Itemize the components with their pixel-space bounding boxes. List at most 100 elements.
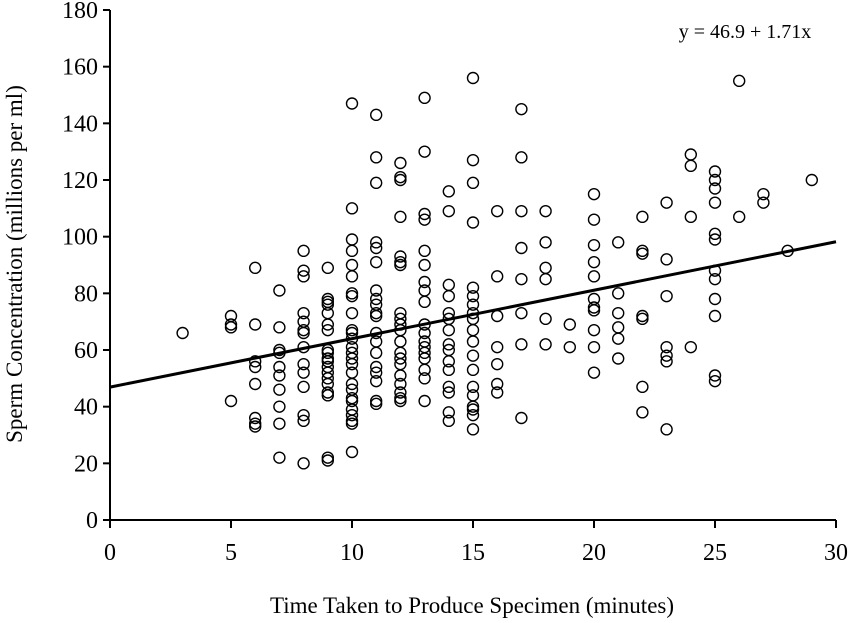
data-point xyxy=(805,173,818,187)
data-point xyxy=(466,389,480,402)
data-point xyxy=(757,196,770,209)
data-point xyxy=(345,394,359,408)
data-point xyxy=(418,244,431,258)
data-point xyxy=(418,275,431,289)
data-point xyxy=(515,151,528,164)
data-point xyxy=(491,270,504,283)
data-point xyxy=(708,196,722,209)
data-point xyxy=(345,306,359,320)
ticks-layer: 0 20 40 60 80 100 120 140 160 180 0 5 10 15 20 25 30 xyxy=(62,0,848,566)
data-point xyxy=(491,377,504,391)
data-point xyxy=(466,335,480,348)
data-point xyxy=(370,360,383,374)
data-point xyxy=(491,204,504,218)
data-point xyxy=(636,244,649,258)
data-point xyxy=(684,340,697,354)
data-point xyxy=(370,292,383,306)
data-point xyxy=(418,145,431,158)
data-point xyxy=(345,244,359,258)
data-point xyxy=(297,306,310,320)
data-point xyxy=(321,318,334,331)
data-point xyxy=(345,408,359,422)
data-point xyxy=(418,91,431,105)
data-point xyxy=(345,391,359,405)
data-point xyxy=(757,187,770,201)
data-point xyxy=(442,386,455,399)
data-point xyxy=(587,238,601,252)
data-point xyxy=(733,210,746,224)
x-tick-label: 0 xyxy=(104,540,116,566)
y-axis-title: Sperm Concentration (millions per ml) xyxy=(2,85,27,443)
data-point xyxy=(442,406,455,419)
data-point xyxy=(708,374,722,388)
data-point xyxy=(248,318,262,331)
data-point xyxy=(321,389,334,402)
data-point xyxy=(345,202,359,215)
y-tick-label: 80 xyxy=(74,281,98,307)
data-point xyxy=(297,414,310,428)
data-point xyxy=(418,284,431,297)
data-point xyxy=(370,236,383,249)
data-point xyxy=(297,244,310,258)
data-point xyxy=(708,272,722,286)
data-point xyxy=(370,255,383,269)
data-point xyxy=(539,236,552,249)
data-point xyxy=(297,323,310,337)
data-point xyxy=(587,366,601,379)
points-layer xyxy=(176,71,818,470)
data-point xyxy=(370,366,383,379)
data-point xyxy=(491,309,504,323)
data-point xyxy=(224,394,238,408)
data-point xyxy=(612,287,625,300)
data-point xyxy=(515,204,528,218)
data-point xyxy=(660,423,673,436)
data-point xyxy=(612,352,625,365)
data-point xyxy=(418,363,431,377)
data-point xyxy=(418,207,431,221)
x-tick-label: 30 xyxy=(824,540,848,566)
data-point xyxy=(612,321,625,334)
y-tick-label: 60 xyxy=(74,338,98,364)
data-point xyxy=(587,270,601,283)
data-point xyxy=(660,349,673,362)
data-point xyxy=(345,377,359,391)
data-point xyxy=(345,352,359,365)
data-point xyxy=(539,272,552,286)
data-point xyxy=(684,148,697,161)
data-point xyxy=(370,397,383,411)
data-point xyxy=(418,372,431,385)
y-tick-label: 160 xyxy=(62,55,98,81)
data-point xyxy=(466,71,480,85)
data-point xyxy=(466,423,480,436)
data-point xyxy=(539,312,552,326)
x-tick-label: 5 xyxy=(225,540,237,566)
data-point xyxy=(370,309,383,323)
y-tick-label: 180 xyxy=(62,0,98,24)
data-point xyxy=(491,357,504,371)
data-point xyxy=(370,151,383,164)
data-point xyxy=(370,335,383,348)
y-tick-label: 40 xyxy=(74,395,98,421)
data-point xyxy=(563,340,576,354)
data-point xyxy=(660,355,673,368)
data-point xyxy=(636,247,649,260)
data-point xyxy=(466,363,480,377)
regression-equation: y = 46.9 + 1.71x xyxy=(679,21,812,43)
data-point xyxy=(587,340,601,354)
data-point xyxy=(466,403,480,416)
data-point xyxy=(370,394,383,408)
data-point xyxy=(708,182,722,195)
data-point xyxy=(321,386,334,399)
data-point xyxy=(273,284,286,297)
data-point xyxy=(345,357,359,371)
x-tick-label: 20 xyxy=(582,540,606,566)
data-point xyxy=(708,173,722,187)
data-point xyxy=(418,295,431,309)
data-point xyxy=(636,312,649,326)
data-point xyxy=(466,380,480,394)
data-point xyxy=(636,309,649,323)
data-point xyxy=(370,346,383,360)
data-point xyxy=(370,284,383,297)
data-point xyxy=(297,457,310,470)
